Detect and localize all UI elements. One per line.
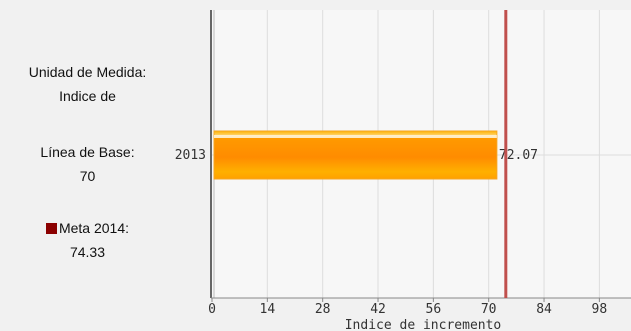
y-categories: 2013 <box>175 148 206 163</box>
x-axis-title: Indice de incremento <box>345 318 502 331</box>
linea-base-value: 70 <box>79 168 96 184</box>
linea-base-label: Línea de Base: <box>40 144 135 160</box>
bar-value-label: 72.07 <box>499 148 538 163</box>
x-tick-label: 84 <box>536 302 552 317</box>
meta-row: Meta 2014: <box>0 220 175 237</box>
y-category-label: 2013 <box>175 148 206 163</box>
meta-label: Meta 2014: <box>58 220 130 236</box>
x-tick-label: 28 <box>315 302 331 317</box>
meta-legend-swatch <box>45 222 57 234</box>
unidad-medida-label: Unidad de Medida: <box>28 64 147 80</box>
unidad-medida-value: Indice de <box>59 88 116 104</box>
bar-highlight <box>214 135 497 138</box>
x-tick-label: 14 <box>260 302 276 317</box>
x-ticks: 0 14 28 42 56 70 84 98 <box>208 298 607 317</box>
indicator-info-panel: Unidad de Medida: Indice de Línea de Bas… <box>0 0 175 331</box>
x-tick-label: 56 <box>426 302 442 317</box>
meta-label-wrap: Meta 2014: <box>45 220 130 236</box>
bars: 72.07 <box>213 130 538 180</box>
meta-value: 74.33 <box>69 244 106 260</box>
x-tick-label: 70 <box>481 302 497 317</box>
x-tick-label: 42 <box>370 302 386 317</box>
x-tick-label: 98 <box>592 302 608 317</box>
x-tick-label: 0 <box>208 302 216 317</box>
bar <box>213 130 498 180</box>
